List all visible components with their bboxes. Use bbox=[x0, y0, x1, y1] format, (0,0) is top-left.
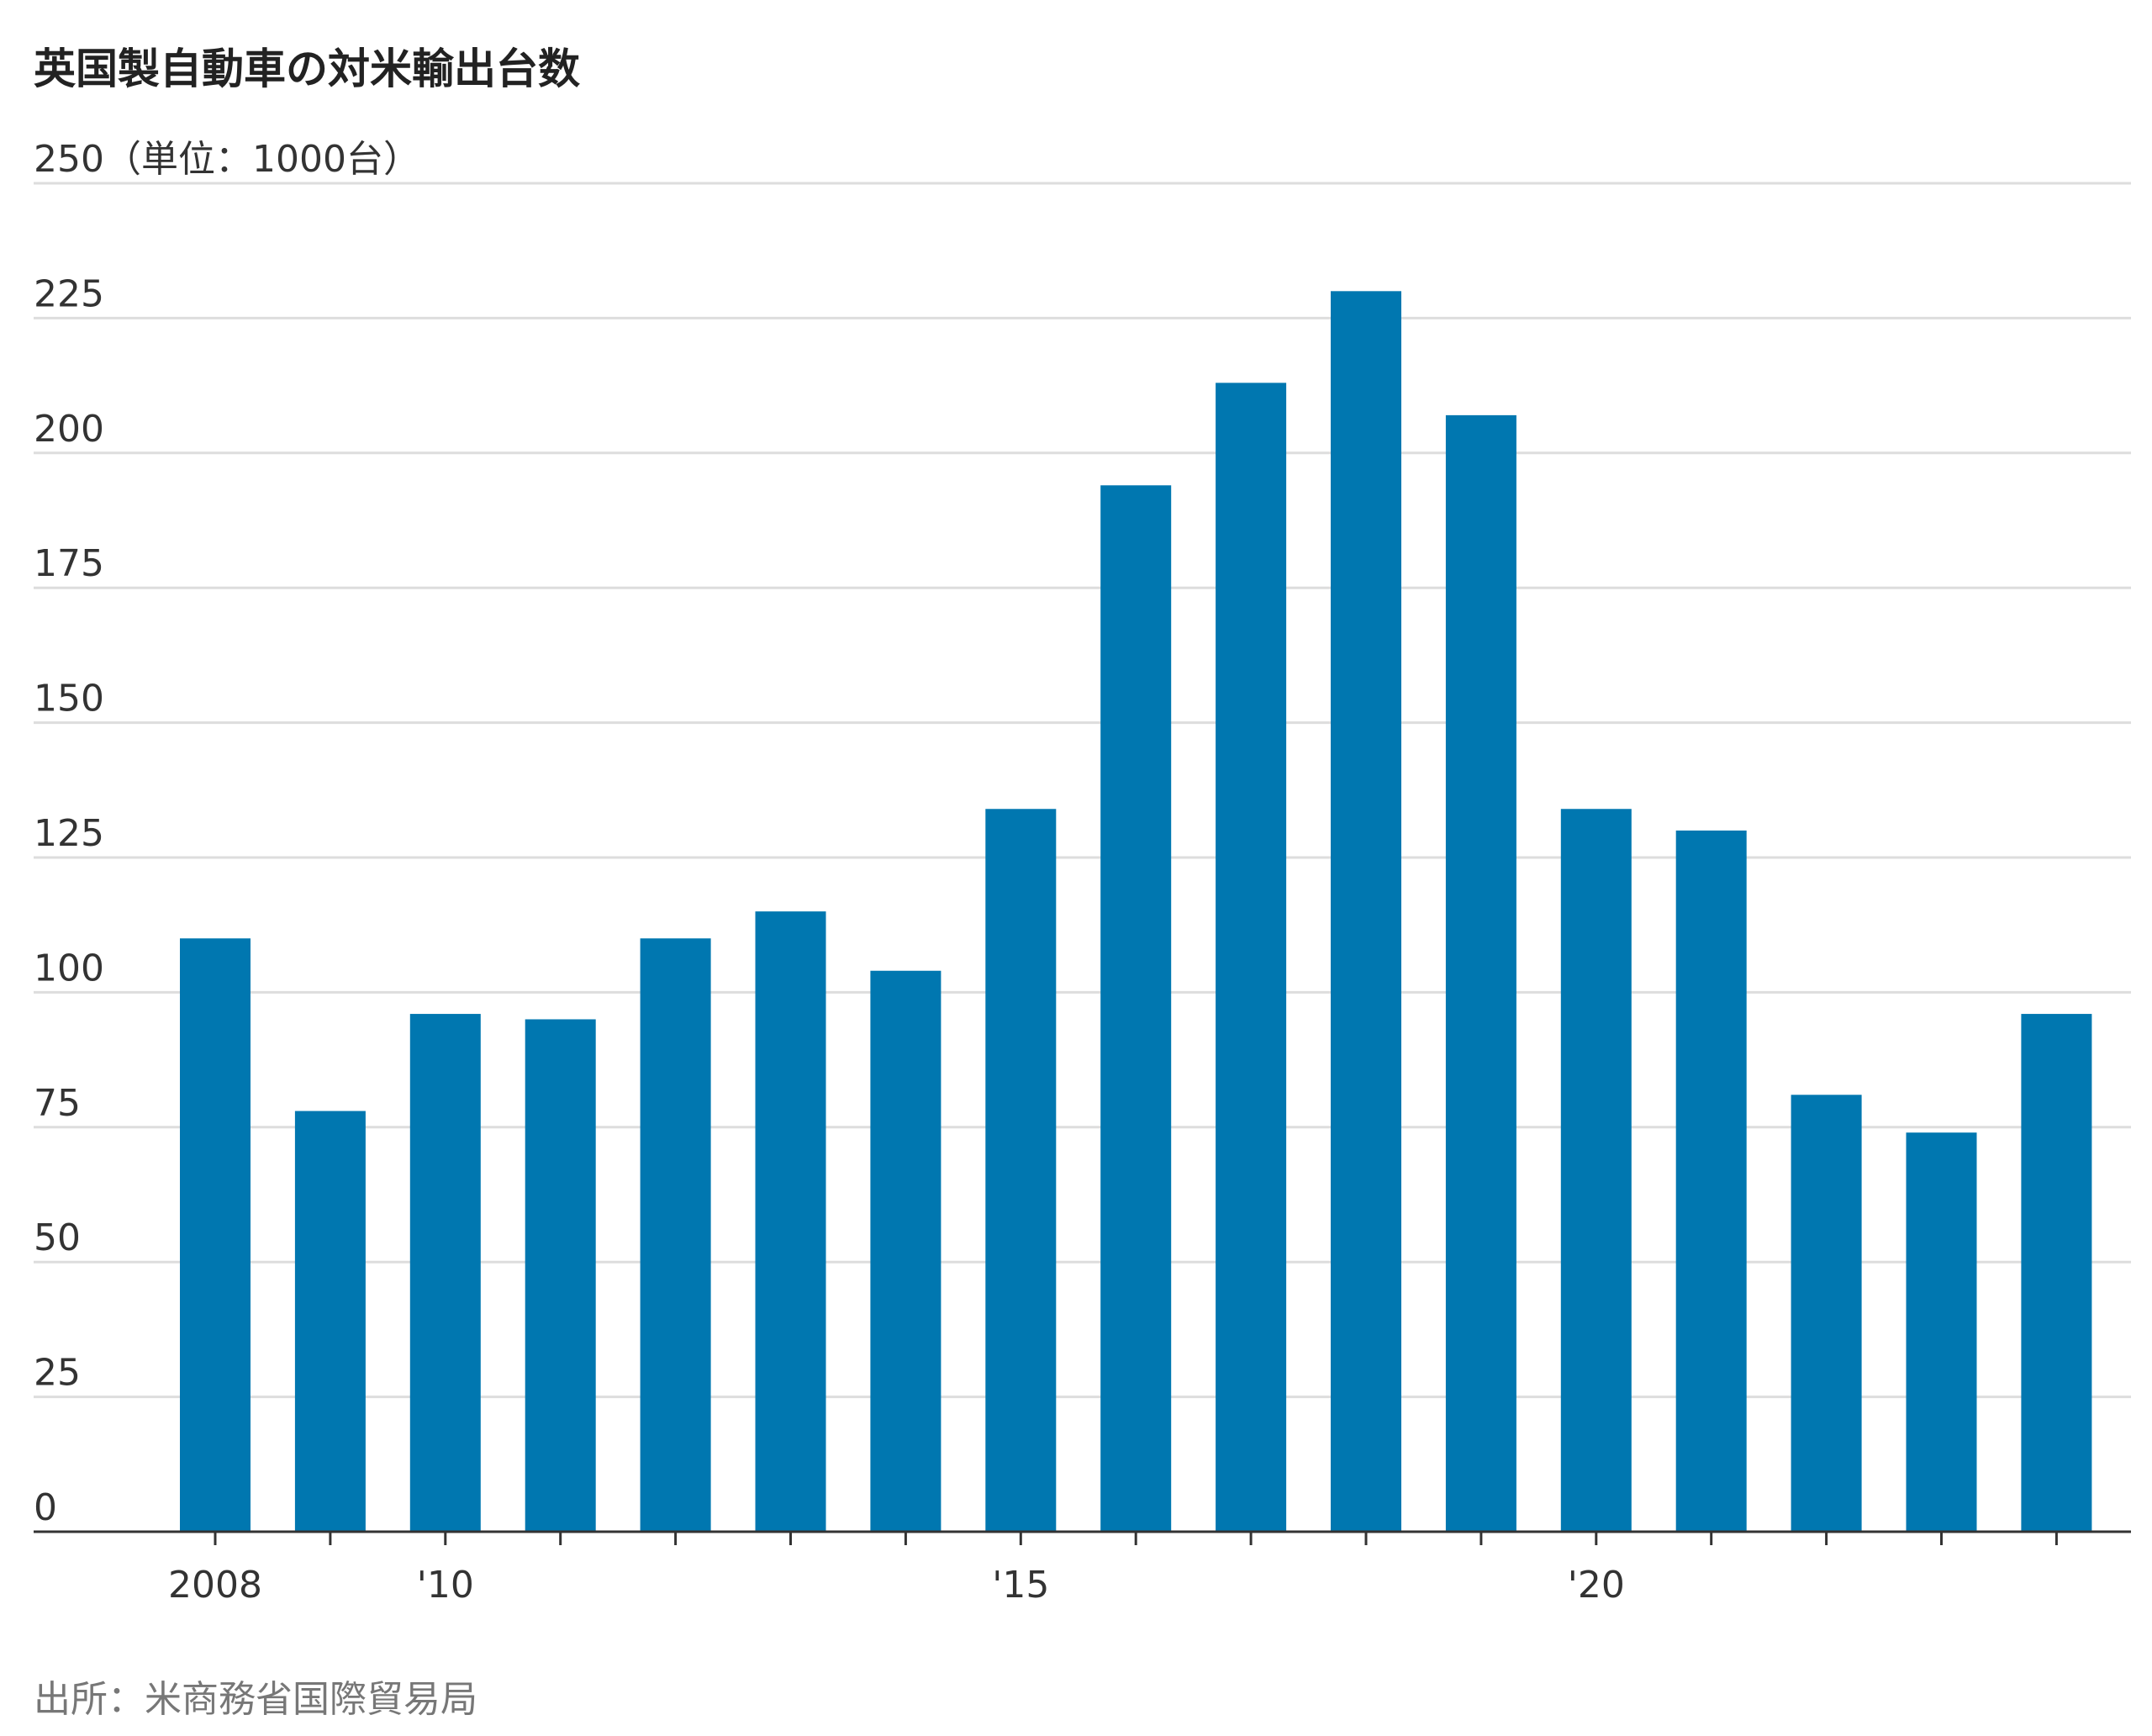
bar bbox=[1675, 830, 1747, 1532]
y-axis-labels: 0 25 50 75 100 125 150 175 200 225 250（単位：1000台） bbox=[34, 138, 420, 1529]
bar bbox=[985, 809, 1057, 1532]
bar bbox=[294, 1111, 366, 1532]
bar bbox=[870, 970, 942, 1532]
x-tick-label: '15 bbox=[992, 1564, 1049, 1607]
bars bbox=[180, 291, 2092, 1533]
y-tick-label: 225 bbox=[34, 272, 104, 315]
bar bbox=[2021, 1014, 2092, 1532]
bar bbox=[640, 938, 711, 1532]
bar bbox=[1791, 1095, 1862, 1532]
x-axis-labels: 2008 '10 '15 '20 bbox=[168, 1564, 1625, 1607]
y-tick-label: 250（単位：1000台） bbox=[34, 138, 420, 181]
bar bbox=[1331, 291, 1401, 1532]
x-tick-label: 2008 bbox=[168, 1564, 262, 1607]
bar bbox=[409, 1014, 481, 1532]
bar bbox=[1100, 485, 1172, 1532]
gridlines bbox=[34, 182, 2131, 1399]
unit-label: （単位：1000台） bbox=[104, 138, 420, 181]
chart-title: 英国製自動車の対米輸出台数 bbox=[34, 45, 580, 93]
bar bbox=[1445, 414, 1516, 1533]
y-tick-label: 125 bbox=[34, 812, 104, 855]
bar bbox=[525, 1019, 596, 1532]
x-axis bbox=[34, 1530, 2131, 1545]
x-tick-label: '20 bbox=[1568, 1564, 1625, 1607]
y-tick-label: 150 bbox=[34, 678, 104, 720]
bar bbox=[755, 911, 826, 1532]
y-tick-label: 0 bbox=[34, 1486, 57, 1529]
x-tick-label: '10 bbox=[417, 1564, 474, 1607]
y-tick-label: 200 bbox=[34, 408, 104, 451]
bar bbox=[1906, 1132, 1977, 1532]
y-tick-label: 75 bbox=[34, 1082, 81, 1125]
bar bbox=[1560, 809, 1632, 1532]
y-tick-label: 175 bbox=[34, 542, 104, 585]
source-note: 出所：米商務省国際貿易局 bbox=[34, 1678, 477, 1721]
y-tick-label: 25 bbox=[34, 1352, 81, 1395]
bar bbox=[1216, 383, 1287, 1533]
y-tick-label: 50 bbox=[34, 1216, 81, 1259]
y-tick-label-value: 250 bbox=[34, 138, 104, 181]
y-tick-label: 100 bbox=[34, 947, 104, 989]
bar bbox=[180, 938, 251, 1532]
